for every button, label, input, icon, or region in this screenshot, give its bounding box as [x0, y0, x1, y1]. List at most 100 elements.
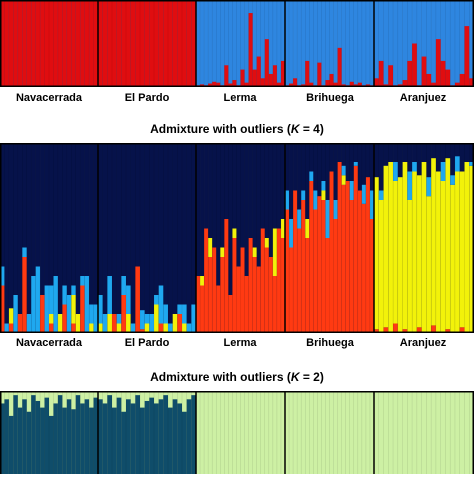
bar-segment-lightgreen	[349, 391, 355, 474]
bar-segment-teal	[22, 399, 28, 474]
bar-segment-red	[172, 0, 178, 87]
bar-segment-teal	[140, 407, 145, 474]
bar-segment-red	[337, 47, 342, 87]
bar-segment-red	[445, 69, 451, 87]
bar-segment-lightgreen	[268, 391, 274, 474]
bar-segment-blue	[301, 0, 306, 87]
bar-segment-lightgreen	[232, 391, 237, 474]
bar-segment-red	[216, 82, 221, 87]
bar-segment-orange	[244, 276, 249, 333]
bar-segment-teal	[66, 399, 72, 474]
bar-segment-orange	[196, 276, 201, 333]
bar-segment-red	[57, 0, 63, 87]
bar-segment-blue	[280, 0, 286, 87]
bar-segment-lightblue	[13, 295, 19, 333]
bar-segment-red	[309, 82, 314, 87]
panel-3-title: Admixture with outliers (K = 2)	[150, 370, 324, 384]
bar-segment-blue	[402, 0, 408, 87]
bar-segment-blue	[374, 0, 380, 87]
bar-segment-red	[412, 43, 418, 87]
bar-segment-yellow	[220, 247, 225, 257]
bar-segment-lightgreen	[345, 391, 351, 474]
bar-segment-blue	[459, 0, 465, 87]
bar-segment-lightgreen	[317, 391, 322, 474]
bar-segment-orange	[240, 247, 245, 333]
bar-segment-red	[84, 0, 90, 87]
bar-segment-lightgreen	[301, 391, 306, 474]
bar-segment-red	[80, 0, 85, 87]
bar-segment-red	[140, 0, 145, 87]
bar-segment-navy	[49, 143, 54, 333]
bar-segment-orange	[317, 196, 322, 333]
bar-segment-teal	[144, 400, 150, 474]
bar-segment-blue	[440, 0, 446, 87]
bar-segment-yellow	[252, 247, 257, 257]
bar-segment-yellow	[378, 200, 384, 333]
bar-segment-yellow	[388, 162, 394, 333]
bar-segment-yellow	[144, 323, 150, 333]
bar-segment-lightblue	[98, 295, 103, 324]
title-rest: = 4)	[300, 122, 324, 136]
bar-segment-yellow	[416, 175, 422, 328]
bar-segment-lightgreen	[264, 391, 270, 474]
bar-segment-yellow	[232, 228, 237, 238]
bar-segment-teal	[121, 411, 127, 474]
bar-segment-red	[388, 65, 394, 87]
bar-segment-navy	[196, 143, 201, 333]
bar-segment-yellow	[321, 190, 326, 200]
bar-segment-red	[135, 0, 141, 87]
bar-segment-navy	[182, 143, 187, 333]
bar-segment-red	[407, 60, 413, 87]
bar-segment-red	[305, 60, 310, 87]
bar-segment-navy	[186, 143, 192, 333]
bar-segment-red	[154, 0, 159, 87]
bar-segment-lightgreen	[426, 391, 432, 474]
bar-segment-lightblue	[361, 184, 367, 204]
bar-segment-lightgreen	[212, 391, 217, 474]
bar-segment-teal	[102, 403, 108, 474]
bar-segment-orange	[293, 190, 298, 333]
bar-segment-lightblue	[285, 190, 290, 210]
bar-segment-lightblue	[321, 181, 326, 191]
bar-segment-lightblue	[35, 266, 41, 333]
bar-segment-yellow	[264, 238, 270, 248]
bar-segment-red	[378, 60, 384, 87]
bar-segment-blue	[212, 0, 217, 87]
title-rest: = 2)	[300, 370, 324, 384]
title-k: K	[291, 370, 301, 384]
bar-segment-blue	[353, 0, 359, 87]
bar-segment-lightblue	[126, 285, 131, 314]
bar-segment-lightgreen	[469, 391, 474, 474]
bar-segment-navy	[256, 143, 262, 333]
bar-segment-lightgreen	[220, 391, 225, 474]
bar-segment-red	[44, 0, 50, 87]
bar-segment-orange	[353, 165, 359, 333]
bar-segment-teal	[49, 415, 54, 474]
bar-segment-lightgreen	[353, 391, 359, 474]
bar-segment-teal	[31, 395, 36, 474]
bar-segment-navy	[154, 143, 159, 333]
bar-segment-orange	[248, 238, 253, 333]
bar-segment-lightblue	[93, 304, 99, 333]
bar-segment-yellow	[8, 308, 14, 324]
bar-segment-lightgreen	[200, 391, 205, 474]
bar-segment-red	[75, 0, 81, 87]
bar-segment-orange	[17, 314, 23, 333]
bar-segment-red	[191, 0, 197, 87]
bar-segment-orange	[374, 329, 380, 333]
bar-segment-navy	[17, 143, 23, 333]
bar-segment-teal	[116, 397, 122, 474]
bar-segment-lightgreen	[228, 391, 233, 474]
bar-segment-navy	[135, 143, 141, 333]
bar-segment-red	[454, 82, 461, 87]
title-k: K	[291, 122, 301, 136]
bar-segment-orange	[228, 295, 233, 333]
bar-segment-red	[212, 81, 217, 87]
bar-segment-lightgreen	[464, 391, 470, 474]
bar-segment-blue	[421, 0, 427, 87]
bar-segment-yellow	[208, 238, 213, 257]
bar-segment-lightblue	[121, 276, 127, 295]
bar-segment-yellow	[464, 162, 470, 333]
bar-segment-teal	[35, 400, 41, 474]
bar-segment-navy	[98, 143, 103, 333]
